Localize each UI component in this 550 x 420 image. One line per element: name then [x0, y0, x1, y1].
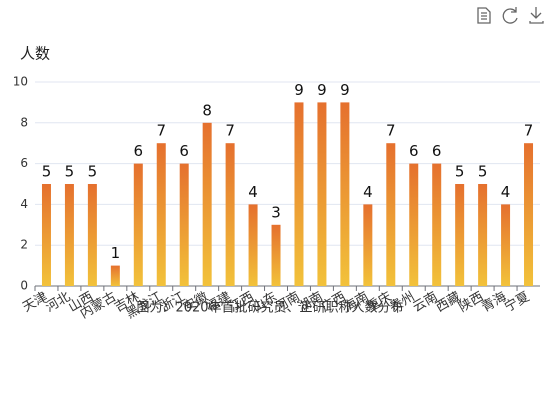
value-label: 4	[501, 183, 511, 201]
value-label: 5	[88, 163, 98, 181]
bar	[432, 163, 442, 286]
bar	[41, 184, 51, 286]
bar	[455, 184, 465, 286]
bar	[271, 224, 281, 286]
bar	[524, 143, 534, 286]
value-label: 5	[65, 163, 75, 181]
bar	[156, 143, 166, 286]
value-label: 3	[271, 203, 281, 221]
bar	[202, 122, 212, 286]
bar	[133, 163, 143, 286]
value-label: 7	[386, 122, 396, 140]
bar	[409, 163, 419, 286]
bar	[110, 265, 120, 286]
bar	[478, 184, 488, 286]
value-label: 5	[455, 163, 465, 181]
value-label: 6	[409, 142, 419, 160]
bar	[317, 102, 327, 287]
value-label: 5	[42, 163, 52, 181]
value-label: 6	[134, 142, 144, 160]
y-tick-label: 8	[20, 115, 28, 129]
y-tick-label: 4	[20, 197, 28, 211]
y-tick-label: 2	[20, 238, 28, 252]
y-tick-label: 10	[13, 75, 28, 89]
bar	[340, 102, 350, 287]
value-label: 7	[225, 122, 235, 140]
bar	[363, 204, 373, 286]
value-label: 4	[363, 183, 373, 201]
source-note: 图为：2020年首批研究员、正研职称人数分布	[136, 301, 403, 316]
value-label: 5	[478, 163, 488, 181]
y-tick-label: 6	[20, 156, 28, 170]
value-label: 9	[294, 81, 304, 99]
bar	[179, 163, 189, 286]
value-label: 7	[524, 122, 534, 140]
bar	[294, 102, 304, 287]
restore-button[interactable]	[502, 7, 518, 24]
y-axis-name: 人数	[20, 45, 50, 63]
save-image-button[interactable]	[529, 7, 544, 24]
value-label: 9	[317, 81, 327, 99]
bar	[386, 143, 396, 286]
bar	[87, 184, 97, 286]
value-label: 6	[179, 142, 189, 160]
toolbox	[477, 7, 544, 24]
value-label: 9	[340, 81, 350, 99]
data-view-button[interactable]	[477, 7, 491, 24]
value-label: 4	[248, 183, 258, 201]
x-tick-label: 宁夏	[502, 289, 533, 316]
bar	[64, 184, 74, 286]
bar	[225, 143, 235, 286]
value-label: 8	[202, 101, 212, 119]
bar	[501, 204, 511, 286]
y-tick-label: 0	[20, 279, 28, 293]
value-label: 6	[432, 142, 442, 160]
value-label: 1	[111, 244, 121, 262]
bar	[248, 204, 258, 286]
value-label: 7	[156, 122, 166, 140]
